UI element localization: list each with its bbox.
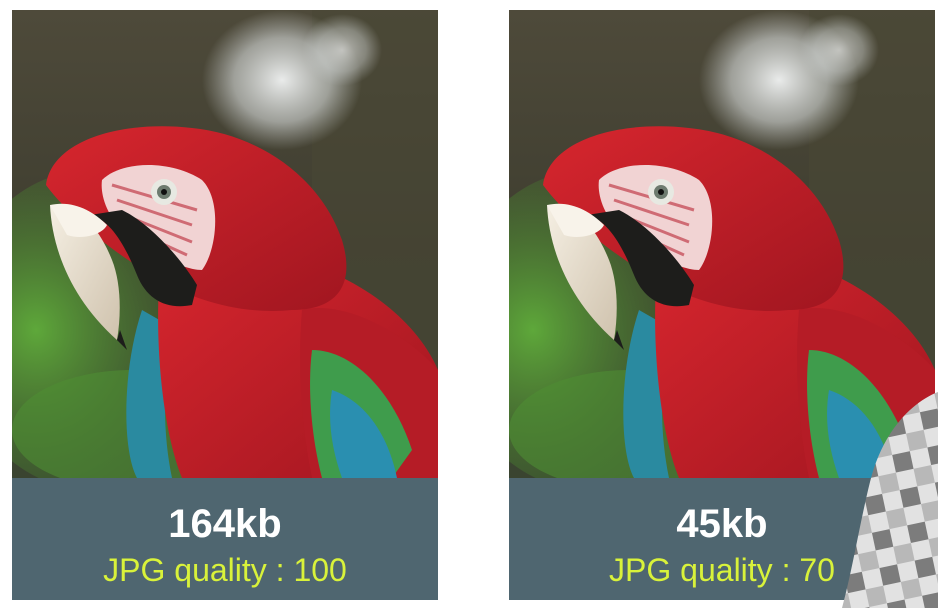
file-size-label: 45kb (676, 502, 768, 546)
file-size-label: 164kb (168, 502, 282, 546)
jpg-quality-label: JPG quality : 100 (103, 552, 347, 588)
checkered-fabric-overlay (842, 392, 938, 608)
jpg-quality-label: JPG quality : 70 (609, 552, 835, 588)
left-comparison-panel: 164kb JPG quality : 100 (12, 10, 438, 600)
parrot-photo-quality-100 (12, 10, 438, 478)
caption-bar: 164kb JPG quality : 100 (12, 478, 438, 600)
